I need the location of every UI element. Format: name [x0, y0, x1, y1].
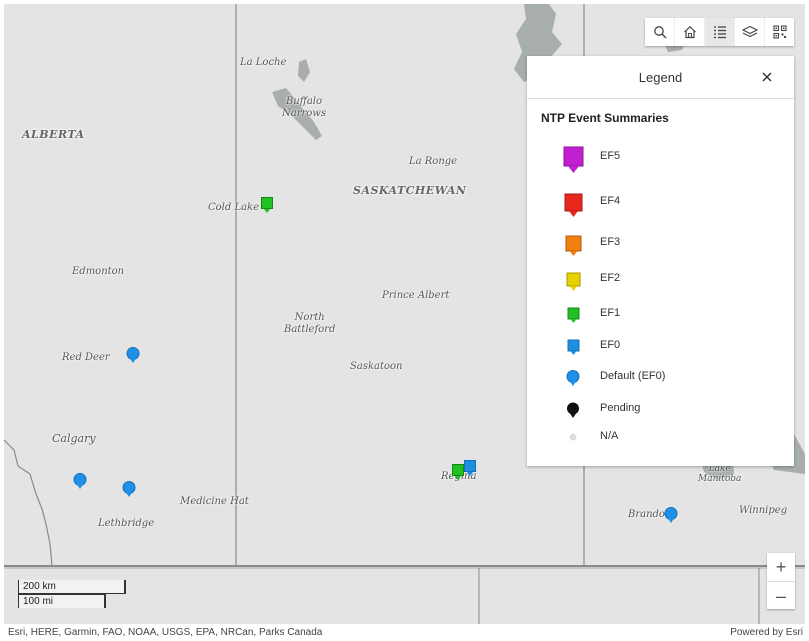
ab-bc-border — [4, 439, 53, 567]
scale-bar: 200 km 100 mi — [16, 580, 128, 610]
legend-item-label: Pending — [600, 402, 641, 414]
legend-header: Legend — [527, 56, 794, 99]
event-marker-ef1[interactable] — [452, 464, 464, 482]
place-label-red-deer: Red Deer — [62, 352, 110, 363]
zoom-out-button[interactable]: – — [775, 585, 786, 606]
search-icon — [653, 26, 666, 39]
default-ef0-symbol — [566, 370, 580, 386]
attribution-sources[interactable]: Esri, HERE, Garmin, FAO, NOAA, USGS, EPA… — [8, 627, 323, 638]
legend-item-label: N/A — [600, 430, 619, 442]
legend-title: Legend — [638, 69, 683, 85]
home-button[interactable] — [675, 18, 705, 46]
peter-pond-lake-water — [272, 88, 322, 140]
attribution-bar: Esri, HERE, Garmin, FAO, NOAA, USGS, EPA… — [0, 624, 809, 641]
province-label-saskatchewan: SASKATCHEWAN — [353, 184, 467, 197]
place-label-cold-lake: Cold Lake — [208, 202, 260, 213]
place-label-medicine-hat: Medicine Hat — [180, 496, 249, 507]
ef5-symbol — [563, 146, 584, 173]
layers-icon — [741, 25, 758, 38]
ef1-symbol — [567, 307, 580, 323]
place-label-buffalo-narrows: Buffalo Narrows — [282, 96, 326, 119]
place-label-la-ronge: La Ronge — [409, 156, 458, 167]
event-marker-ef0[interactable] — [464, 460, 476, 478]
place-label-lethbridge: Lethbridge — [98, 518, 155, 529]
ef0-symbol — [567, 339, 580, 355]
province-label-alberta: ALBERTA — [22, 128, 85, 141]
zoom-control: + – — [767, 553, 795, 609]
layers-button[interactable] — [735, 18, 765, 46]
scale-mi-label: 100 mi — [18, 594, 106, 608]
ef3-symbol — [565, 235, 582, 256]
ef4-symbol — [564, 193, 583, 217]
place-label-lake-manitoba: Lake Manitoba — [698, 464, 742, 484]
lake-water — [298, 59, 310, 82]
pending-symbol — [567, 402, 579, 418]
place-label-north-battleford: North Battleford — [284, 312, 336, 335]
map-toolbar — [645, 18, 794, 46]
lake-athabasca-water — [514, 4, 562, 82]
place-label-la-loche: La Loche — [240, 57, 287, 68]
na-symbol — [569, 433, 577, 441]
event-marker-default[interactable] — [664, 507, 678, 525]
scale-km-label: 200 km — [18, 580, 126, 594]
legend-layer-title: NTP Event Summaries — [541, 111, 669, 125]
legend-list-icon — [713, 26, 726, 39]
close-button[interactable] — [762, 69, 772, 85]
legend-item-label: EF0 — [600, 339, 621, 351]
legend-item-label: EF5 — [600, 150, 621, 162]
place-label-winnipeg: Winnipeg — [739, 505, 788, 516]
qr-code-button[interactable] — [765, 18, 794, 46]
legend-panel: Legend NTP Event Summaries EF5 EF4 EF3 E… — [527, 56, 794, 466]
legend-item-label: Default (EF0) — [600, 370, 666, 382]
home-icon — [683, 25, 696, 39]
place-label-prince-albert: Prince Albert — [382, 290, 450, 301]
legend-item-label: EF1 — [600, 307, 621, 319]
event-marker-default[interactable] — [73, 473, 87, 491]
event-marker-ef1[interactable] — [261, 197, 273, 215]
legend-item-label: EF2 — [600, 272, 621, 284]
place-label-saskatoon: Saskatoon — [350, 361, 403, 372]
legend-item-label: EF4 — [600, 195, 621, 207]
qr-code-icon — [772, 25, 787, 39]
place-label-edmonton: Edmonton — [72, 266, 125, 277]
legend-item-label: EF3 — [600, 236, 621, 248]
event-marker-default[interactable] — [122, 481, 136, 499]
legend-button[interactable] — [705, 18, 735, 46]
powered-by-esri[interactable]: Powered by Esri — [730, 627, 803, 638]
zoom-in-button[interactable]: + — [767, 553, 795, 582]
search-button[interactable] — [645, 18, 675, 46]
close-icon — [762, 72, 772, 82]
ef2-symbol — [566, 272, 581, 291]
event-marker-default[interactable] — [126, 347, 140, 365]
place-label-brandon: Brandon — [628, 509, 672, 520]
place-label-calgary: Calgary — [52, 432, 96, 445]
